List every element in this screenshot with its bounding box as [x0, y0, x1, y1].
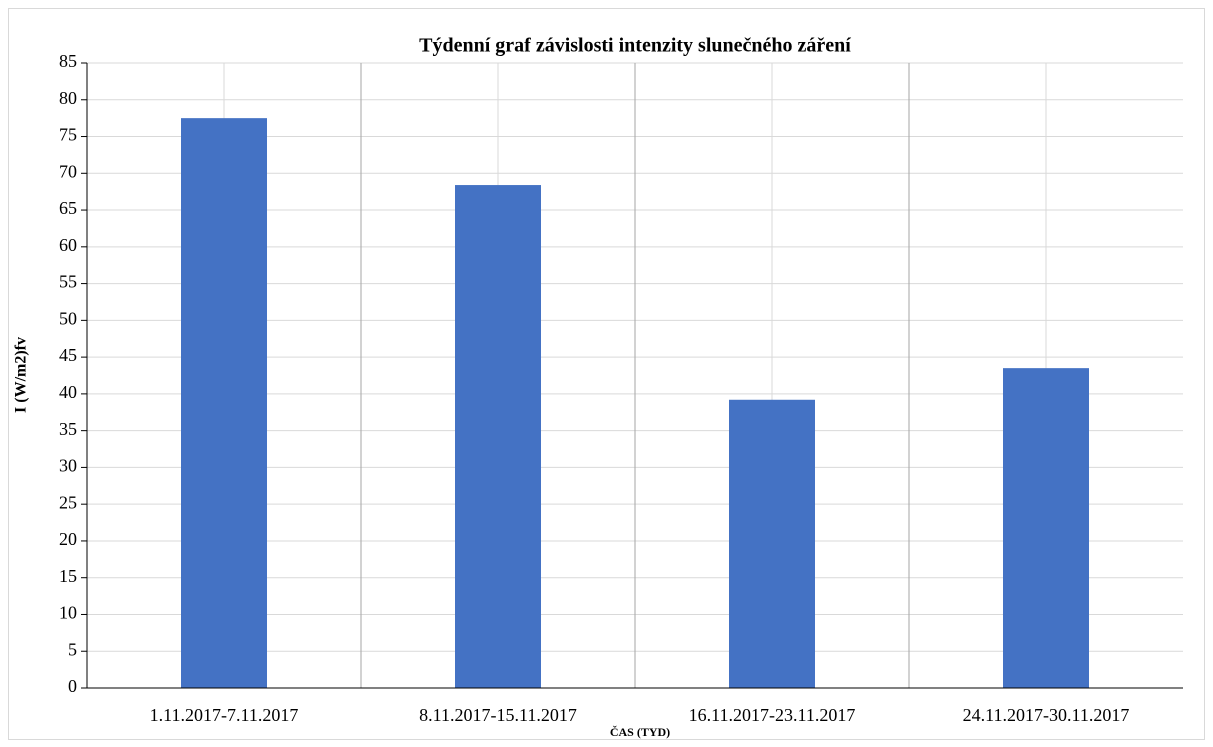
y-tick-label: 55: [59, 272, 77, 292]
y-tick-label: 50: [59, 308, 77, 328]
bar: [181, 118, 267, 689]
y-tick-label: 0: [68, 676, 77, 696]
y-tick-label: 30: [59, 456, 77, 476]
x-tick-label: 24.11.2017-30.11.2017: [963, 705, 1130, 725]
y-tick-label: 5: [68, 639, 77, 659]
y-tick-label: 80: [59, 88, 77, 108]
bar: [455, 185, 541, 688]
y-tick-label: 10: [59, 603, 77, 623]
y-tick-label: 40: [59, 382, 77, 402]
y-tick-label: 35: [59, 419, 77, 439]
y-tick-label: 85: [59, 51, 77, 71]
y-tick-label: 15: [59, 566, 77, 586]
x-tick-label: 1.11.2017-7.11.2017: [150, 705, 299, 725]
x-axis-title: ČAS (TYD): [610, 725, 670, 739]
y-tick-label: 70: [59, 161, 77, 181]
y-tick-label: 60: [59, 235, 77, 255]
x-tick-label: 8.11.2017-15.11.2017: [419, 705, 577, 725]
bar: [1003, 368, 1089, 688]
y-axis-title: I (W/m2)fv: [13, 337, 30, 413]
y-tick-label: 45: [59, 345, 77, 365]
y-tick-label: 75: [59, 125, 77, 145]
y-tick-label: 20: [59, 529, 77, 549]
chart-title: Týdenní graf závislosti intenzity sluneč…: [419, 35, 851, 57]
y-tick-label: 65: [59, 198, 77, 218]
bar: [729, 399, 815, 688]
x-tick-label: 16.11.2017-23.11.2017: [689, 705, 856, 725]
y-tick-label: 25: [59, 492, 77, 512]
